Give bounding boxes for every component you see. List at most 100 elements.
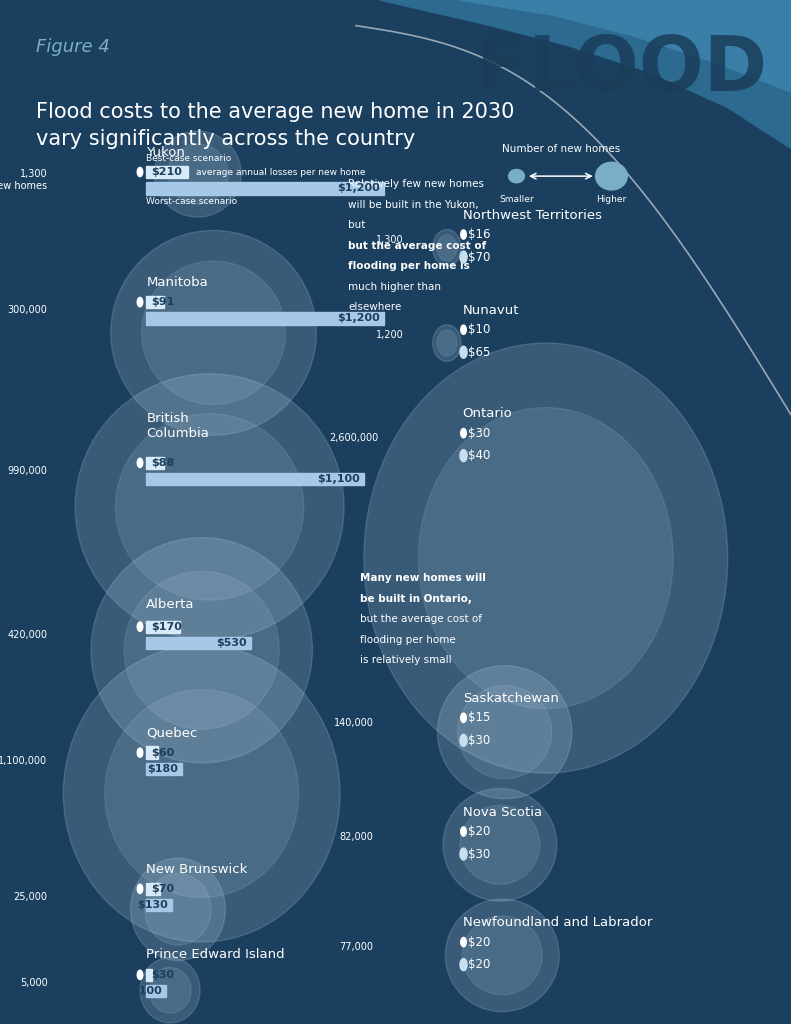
Ellipse shape <box>460 450 467 462</box>
Ellipse shape <box>460 229 467 240</box>
Ellipse shape <box>460 958 467 971</box>
Text: Nunavut: Nunavut <box>463 304 519 317</box>
Text: $65: $65 <box>468 346 490 358</box>
Text: Nova Scotia: Nova Scotia <box>463 806 542 819</box>
Text: Number of new homes: Number of new homes <box>502 143 620 154</box>
Ellipse shape <box>138 458 142 468</box>
Ellipse shape <box>138 622 142 632</box>
Text: $15: $15 <box>468 712 490 724</box>
Text: $210: $210 <box>151 167 182 177</box>
Text: 1,100,000: 1,100,000 <box>0 756 47 766</box>
Text: $30: $30 <box>151 970 174 980</box>
Ellipse shape <box>460 805 539 885</box>
Ellipse shape <box>138 748 142 758</box>
Text: Newfoundland and Labrador: Newfoundland and Labrador <box>463 915 652 929</box>
Text: $130: $130 <box>138 900 168 910</box>
Text: British
Columbia: British Columbia <box>146 413 209 440</box>
Text: $30: $30 <box>468 848 490 860</box>
Bar <box>146 637 252 649</box>
Ellipse shape <box>145 873 211 945</box>
Ellipse shape <box>460 826 467 837</box>
Ellipse shape <box>457 686 552 778</box>
Ellipse shape <box>75 374 344 640</box>
Ellipse shape <box>460 937 467 947</box>
Text: Manitoba: Manitoba <box>146 275 208 289</box>
Text: $88: $88 <box>151 458 174 468</box>
Bar <box>146 899 172 911</box>
Ellipse shape <box>433 229 461 266</box>
Text: be built in Ontario,: be built in Ontario, <box>360 594 471 604</box>
Ellipse shape <box>140 957 200 1023</box>
Bar <box>146 473 364 485</box>
Text: 1,300
new homes: 1,300 new homes <box>0 169 47 191</box>
Text: 82,000: 82,000 <box>339 831 373 842</box>
Text: will be built in the Yukon,: will be built in the Yukon, <box>348 200 479 210</box>
Text: $30: $30 <box>468 427 490 439</box>
Text: Prince Edward Island: Prince Edward Island <box>146 947 285 961</box>
Bar <box>146 621 180 633</box>
Ellipse shape <box>364 343 728 773</box>
Text: $16: $16 <box>468 228 490 241</box>
Text: 990,000: 990,000 <box>8 466 47 476</box>
Text: 1,200: 1,200 <box>376 330 403 340</box>
Text: 1,300: 1,300 <box>376 234 403 245</box>
Text: 5,000: 5,000 <box>20 978 47 988</box>
Text: $1,200: $1,200 <box>337 183 380 194</box>
Text: $60: $60 <box>151 748 174 758</box>
Text: New Brunswick: New Brunswick <box>146 862 248 876</box>
Bar <box>146 182 384 195</box>
Text: Northwest Territories: Northwest Territories <box>463 209 602 222</box>
Text: $100: $100 <box>131 986 162 996</box>
Text: Yukon: Yukon <box>146 145 185 159</box>
Text: Smaller: Smaller <box>499 195 534 204</box>
Ellipse shape <box>138 167 142 177</box>
Text: Alberta: Alberta <box>146 598 195 611</box>
Text: 77,000: 77,000 <box>339 942 373 952</box>
Text: flooding per home: flooding per home <box>360 635 456 645</box>
Ellipse shape <box>437 666 572 799</box>
Text: 2,600,000: 2,600,000 <box>329 433 378 443</box>
Ellipse shape <box>142 261 286 404</box>
Ellipse shape <box>509 170 524 182</box>
Ellipse shape <box>131 858 225 961</box>
Text: $91: $91 <box>151 297 175 307</box>
Text: $70: $70 <box>151 884 174 894</box>
Text: but: but <box>348 220 369 230</box>
Text: 300,000: 300,000 <box>8 305 47 315</box>
Text: Ontario: Ontario <box>463 407 513 420</box>
Text: Best-case scenario: Best-case scenario <box>146 154 232 163</box>
Ellipse shape <box>437 234 457 261</box>
Bar <box>146 985 166 997</box>
Ellipse shape <box>460 346 467 358</box>
Polygon shape <box>459 0 791 92</box>
Ellipse shape <box>418 408 673 709</box>
Text: FLOOD: FLOOD <box>476 33 767 106</box>
Text: $530: $530 <box>217 638 247 648</box>
Text: $10: $10 <box>468 324 490 336</box>
Text: 140,000: 140,000 <box>334 718 373 728</box>
Text: Saskatchewan: Saskatchewan <box>463 691 558 705</box>
Ellipse shape <box>105 690 299 897</box>
Text: but the average cost of: but the average cost of <box>360 614 482 625</box>
Ellipse shape <box>443 788 557 901</box>
Ellipse shape <box>138 970 142 980</box>
Text: Relatively few new homes: Relatively few new homes <box>348 179 484 189</box>
Text: $1,200: $1,200 <box>337 313 380 324</box>
Ellipse shape <box>460 848 467 860</box>
Text: $40: $40 <box>468 450 490 462</box>
Ellipse shape <box>111 230 316 435</box>
Ellipse shape <box>138 297 142 307</box>
Ellipse shape <box>168 144 229 204</box>
Text: Quebec: Quebec <box>146 726 198 739</box>
Ellipse shape <box>445 899 559 1012</box>
Text: Many new homes will: Many new homes will <box>360 573 486 584</box>
Text: $1,100: $1,100 <box>317 474 360 484</box>
Ellipse shape <box>437 330 457 356</box>
Text: but the average cost of: but the average cost of <box>348 241 486 251</box>
Ellipse shape <box>138 884 142 894</box>
Ellipse shape <box>460 713 467 723</box>
Text: 420,000: 420,000 <box>7 630 47 640</box>
Text: $70: $70 <box>468 251 490 263</box>
Ellipse shape <box>460 251 467 263</box>
Ellipse shape <box>124 571 279 729</box>
